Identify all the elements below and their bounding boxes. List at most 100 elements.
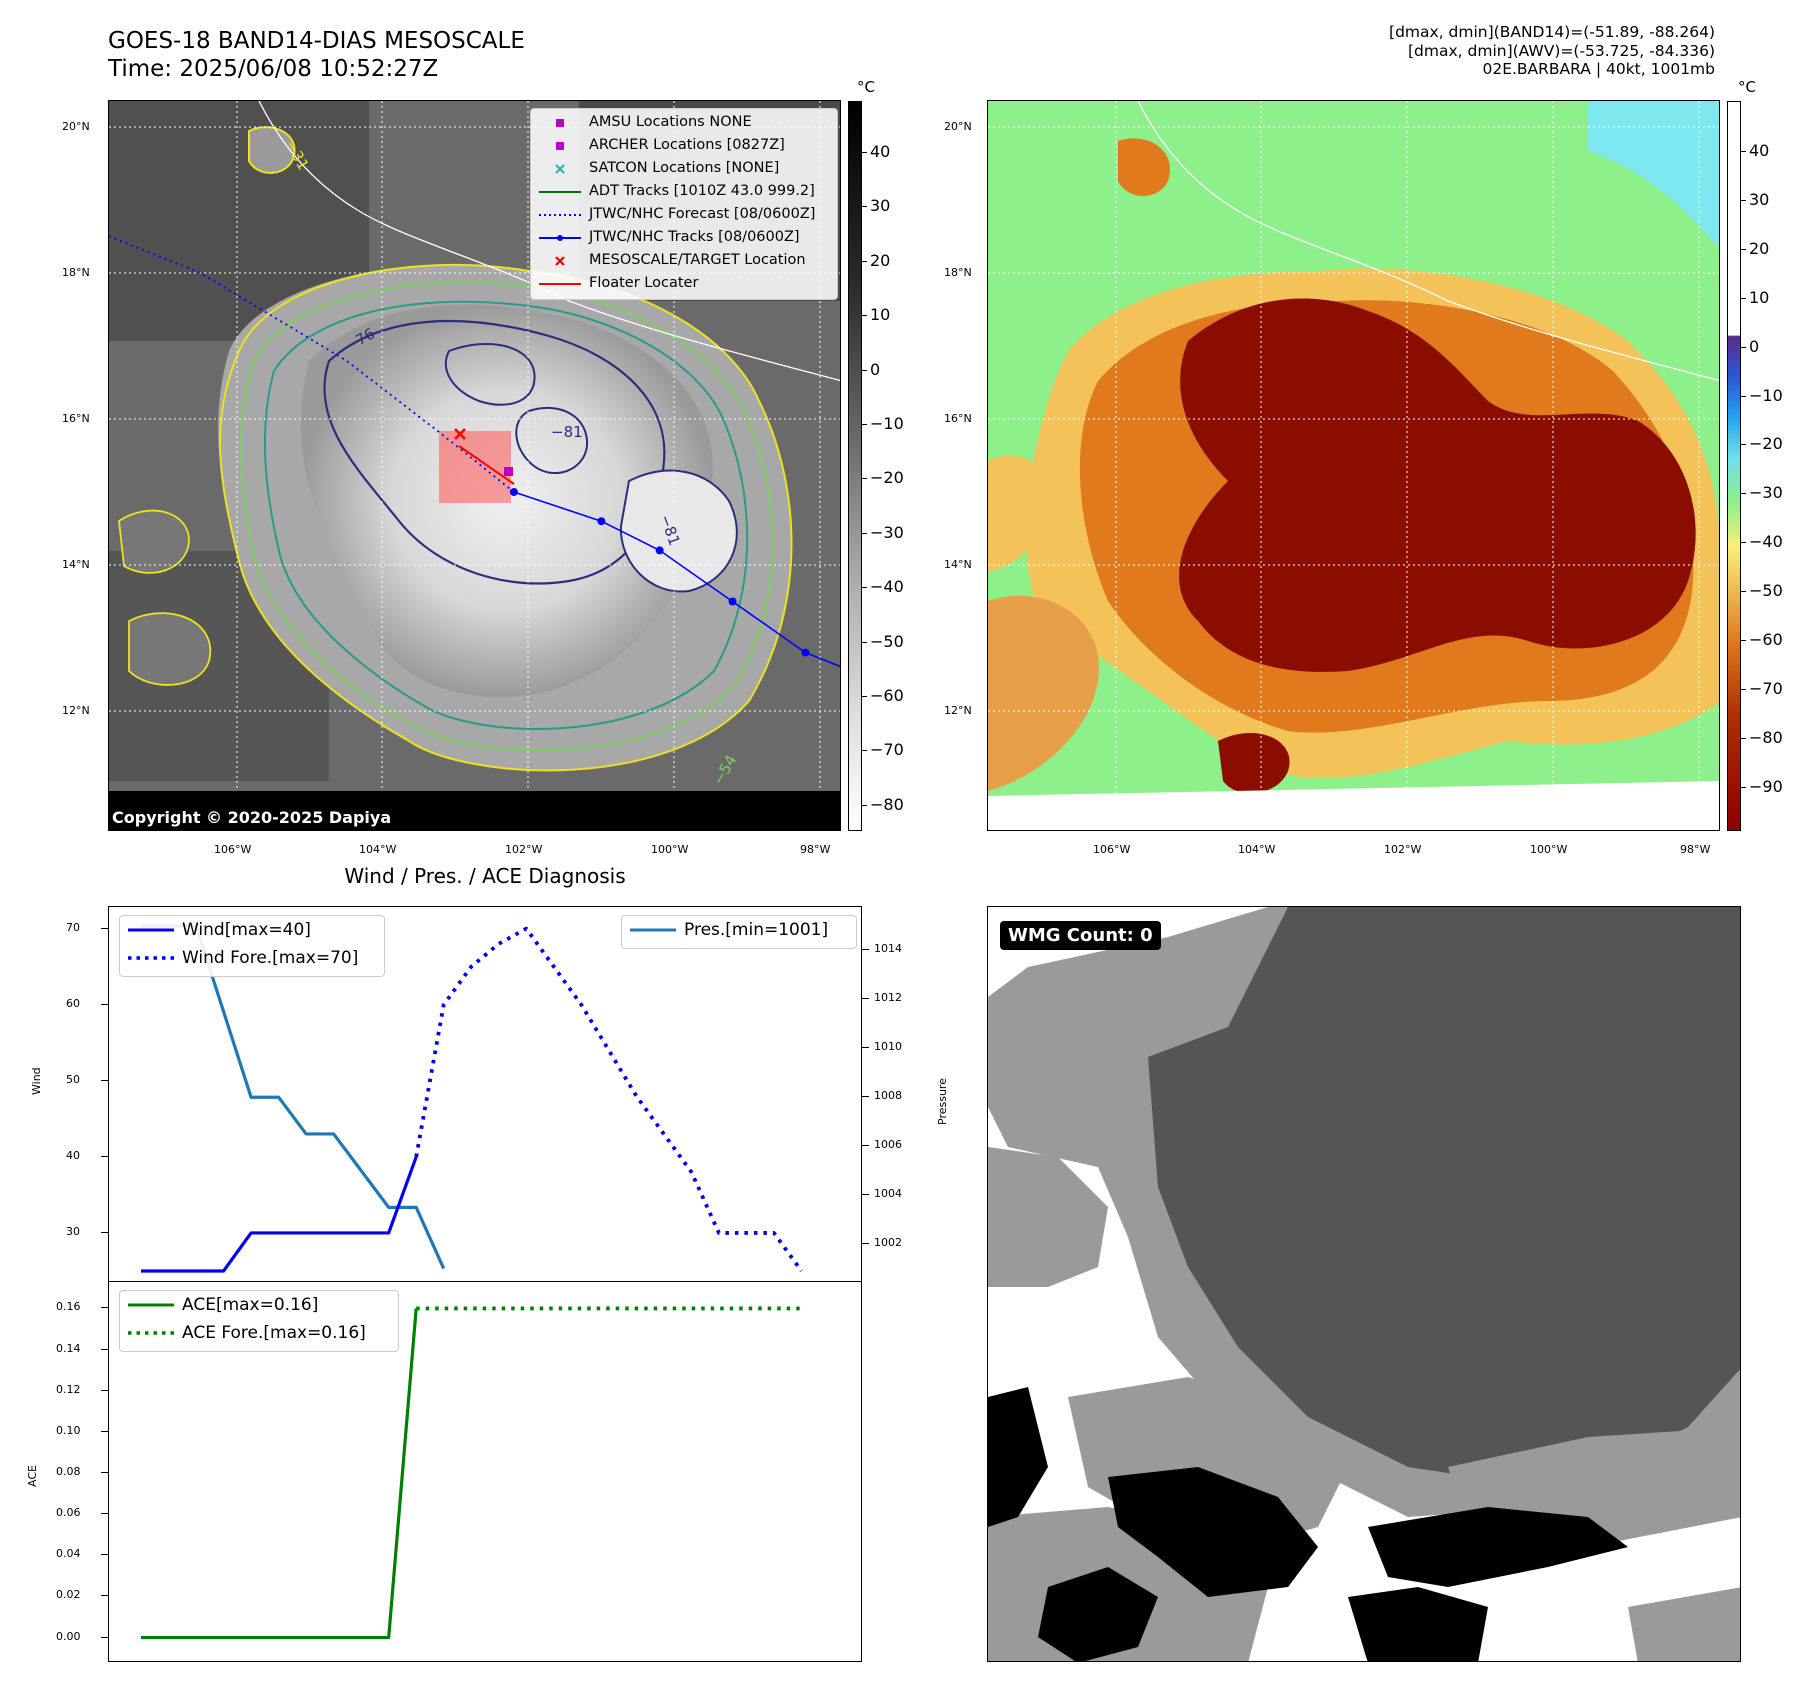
ace-tick-label: 0.04 [56, 1547, 81, 1561]
wind-tick-label: 30 [66, 1224, 80, 1238]
ir-lat-label-16: 16°N [62, 412, 90, 425]
best-track [513, 491, 840, 668]
floater-locater [458, 445, 515, 485]
awv-colorbar-tick-label: −50 [1749, 581, 1783, 601]
ace-tick-label: 0.06 [56, 1506, 81, 1520]
awv-colorbar-tickmark [1740, 297, 1746, 299]
ir-colorbar-tickmark [861, 532, 867, 534]
ace-ylabel: ACE [26, 1465, 39, 1487]
floater-box [439, 431, 511, 503]
awv-colorbar-tick-label: −90 [1749, 776, 1783, 796]
ir-legend-item: Floater Locater [531, 272, 837, 295]
wind-pressure-svg [141, 924, 804, 1273]
awv-lon-label-100: 100°W [1530, 843, 1568, 856]
legend-square-icon [556, 142, 564, 150]
legend-x-icon [555, 256, 565, 266]
ir-map-panel[interactable]: −76 −81 −81 −31 −54 AMSU Locations NONE A… [108, 100, 841, 831]
wmg-image [988, 907, 1740, 1661]
pressure-tick-label: 1006 [874, 1138, 902, 1152]
awv-colorbar-tick-label: 30 [1749, 189, 1770, 209]
legend-square-icon [556, 119, 564, 127]
ir-colorbar-tickmark [861, 804, 867, 806]
pressure-tickmark [862, 1096, 869, 1098]
legend-ace: ACE[max=0.16] [128, 1295, 319, 1315]
awv-lon-label-102: 102°W [1384, 843, 1422, 856]
ace-tickmark [101, 1554, 108, 1556]
ir-colorbar-tickmark [861, 696, 867, 697]
track-point [728, 597, 737, 606]
pressure-legend: Pres.[min=1001] [621, 915, 857, 949]
pressure-tick-label: 1012 [874, 991, 902, 1005]
ace-tick-label: 0.02 [56, 1588, 81, 1602]
ace-tickmark [101, 1430, 108, 1432]
ir-colorbar-tickmark [861, 641, 867, 643]
pressure-tickmark [862, 1243, 869, 1245]
pressure-tick-label: 1004 [874, 1187, 902, 1201]
legend-ace-forecast: ACE Fore.[max=0.16] [128, 1323, 366, 1343]
awv-lat-label-20: 20°N [944, 120, 972, 133]
ace-tick-label: 0.08 [56, 1465, 81, 1478]
ir-colorbar-tick-label: 20 [870, 250, 891, 270]
wind-tickmark [101, 1155, 108, 1157]
wind-tickmark [101, 1003, 108, 1005]
ir-lat-label-12: 12°N [62, 704, 90, 717]
copyright-label: Copyright © 2020-2025 Dapiya [109, 806, 398, 830]
ir-colorbar-tickmark [861, 424, 867, 425]
pressure-tickmark [862, 1145, 869, 1147]
ace-tickmark [101, 1595, 108, 1597]
ir-colorbar-tick-label: −30 [870, 522, 904, 542]
ir-colorbar-tick-label: −40 [870, 577, 904, 597]
pressure-tick-label: 1010 [874, 1040, 902, 1054]
ir-legend-item: MESOSCALE/TARGET Location [531, 249, 837, 272]
awv-colorbar-tickmark [1740, 542, 1746, 544]
ir-colorbar-tick-label: −80 [870, 794, 904, 814]
ir-colorbar-tick-label: −70 [870, 740, 904, 760]
awv-lon-label-106: 106°W [1093, 843, 1131, 856]
awv-map-panel[interactable] [987, 100, 1720, 831]
ir-colorbar-tickmark [861, 750, 867, 752]
ace-tickmark [101, 1389, 108, 1391]
awv-colorbar-tick-label: 10 [1749, 287, 1770, 307]
awv-colorbar-tickmark [1740, 395, 1746, 397]
title-time: Time: 2025/06/08 10:52:27Z [108, 56, 439, 82]
ir-legend-item: SATCON Locations [NONE] [531, 157, 837, 180]
wind-legend: Wind[max=40] Wind Fore.[max=70] [119, 915, 385, 977]
legend-line-dot-icon [539, 235, 581, 241]
legend-x-icon [555, 164, 565, 174]
awv-lon-label-98: 98°W [1680, 843, 1711, 856]
ace-legend: ACE[max=0.16] ACE Fore.[max=0.16] [119, 1290, 399, 1352]
target-location-marker [454, 428, 466, 440]
ir-colorbar-tickmark [861, 152, 867, 153]
ace-tick-label: 0.14 [56, 1341, 81, 1355]
ir-legend-item: ARCHER Locations [0827Z] [531, 134, 837, 157]
wind-ylabel: Wind [30, 1067, 43, 1095]
ir-colorbar-tick-label: −20 [870, 468, 904, 488]
pressure-ylabel: Pressure [936, 1078, 949, 1125]
awv-colorbar-tickmark [1740, 786, 1746, 788]
awv-lat-label-16: 16°N [944, 412, 972, 425]
archer-location-marker [504, 467, 513, 476]
ir-colorbar-tick-label: 10 [870, 305, 891, 325]
awv-colorbar-tickmark [1740, 248, 1746, 250]
ir-lat-label-18: 18°N [62, 266, 90, 279]
pressure-tickmark [862, 949, 869, 951]
awv-colorbar-tick-label: −70 [1749, 678, 1783, 698]
awv-colorbar-tickmark [1740, 591, 1746, 593]
ir-colorbar-tick-label: −50 [870, 631, 904, 651]
ir-legend-item: JTWC/NHC Forecast [08/0600Z] [531, 203, 837, 226]
ir-colorbar-tick-label: 40 [870, 142, 891, 161]
ace-plot: ACE[max=0.16] ACE Fore.[max=0.16] [108, 1281, 862, 1662]
awv-colorbar [1727, 101, 1741, 831]
ace-tickmark [101, 1636, 108, 1638]
pressure-series-line [141, 924, 446, 1270]
ace-tickmark [101, 1307, 108, 1309]
wmg-count-badge: WMG Count: 0 [1000, 921, 1161, 950]
track-point [597, 517, 606, 526]
ir-colorbar [848, 101, 862, 831]
ir-colorbar-tickmark [861, 206, 867, 208]
ir-colorbar-tickmark [861, 587, 867, 589]
wind-tick-label: 70 [66, 920, 80, 934]
intensity-info: [dmax, dmin](BAND14)=(-51.89, -88.264) [… [1389, 23, 1715, 79]
figure-title: GOES-18 BAND14-DIAS MESOSCALE Time: 2025… [108, 27, 525, 83]
awv-colorbar-tickmark [1740, 640, 1746, 641]
